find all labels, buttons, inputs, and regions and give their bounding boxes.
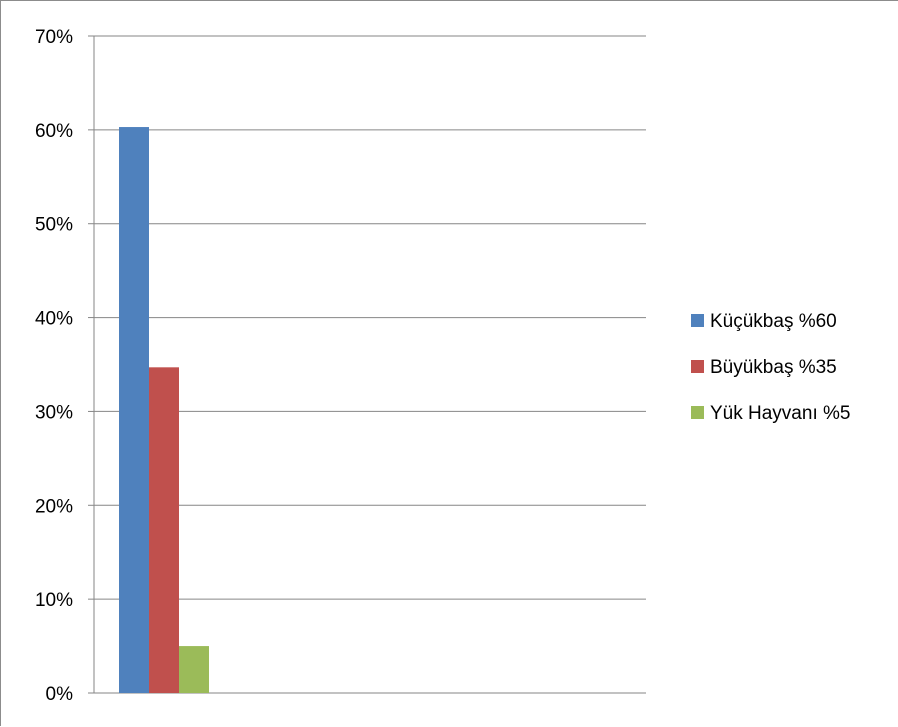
y-tick-label: 70% (35, 27, 73, 48)
legend-swatch (691, 314, 704, 327)
bar (149, 367, 179, 693)
y-tick-label: 20% (35, 496, 73, 517)
legend-swatch (691, 360, 704, 373)
legend-swatch (691, 406, 704, 419)
legend: Küçükbaş %60 Büyükbaş %35 Yük Hayvanı %5 (691, 311, 850, 424)
y-tick-label: 0% (46, 684, 74, 705)
bars (119, 127, 209, 693)
y-tick-label: 60% (35, 121, 73, 142)
y-tick-label: 10% (35, 590, 73, 611)
y-tick-label: 40% (35, 309, 73, 330)
legend-entry: Küçükbaş %60 (710, 311, 837, 332)
gridlines (94, 35, 646, 694)
bar (119, 127, 149, 693)
y-tick-label: 30% (35, 402, 73, 423)
y-tick-label: 50% (35, 215, 73, 236)
legend-entry: Yük Hayvanı %5 (710, 403, 850, 424)
bar (179, 646, 209, 693)
y-axis: 0% 10% 20% 30% 40% 50% 60% 70% (35, 27, 95, 705)
legend-entry: Büyükbaş %35 (710, 357, 837, 378)
